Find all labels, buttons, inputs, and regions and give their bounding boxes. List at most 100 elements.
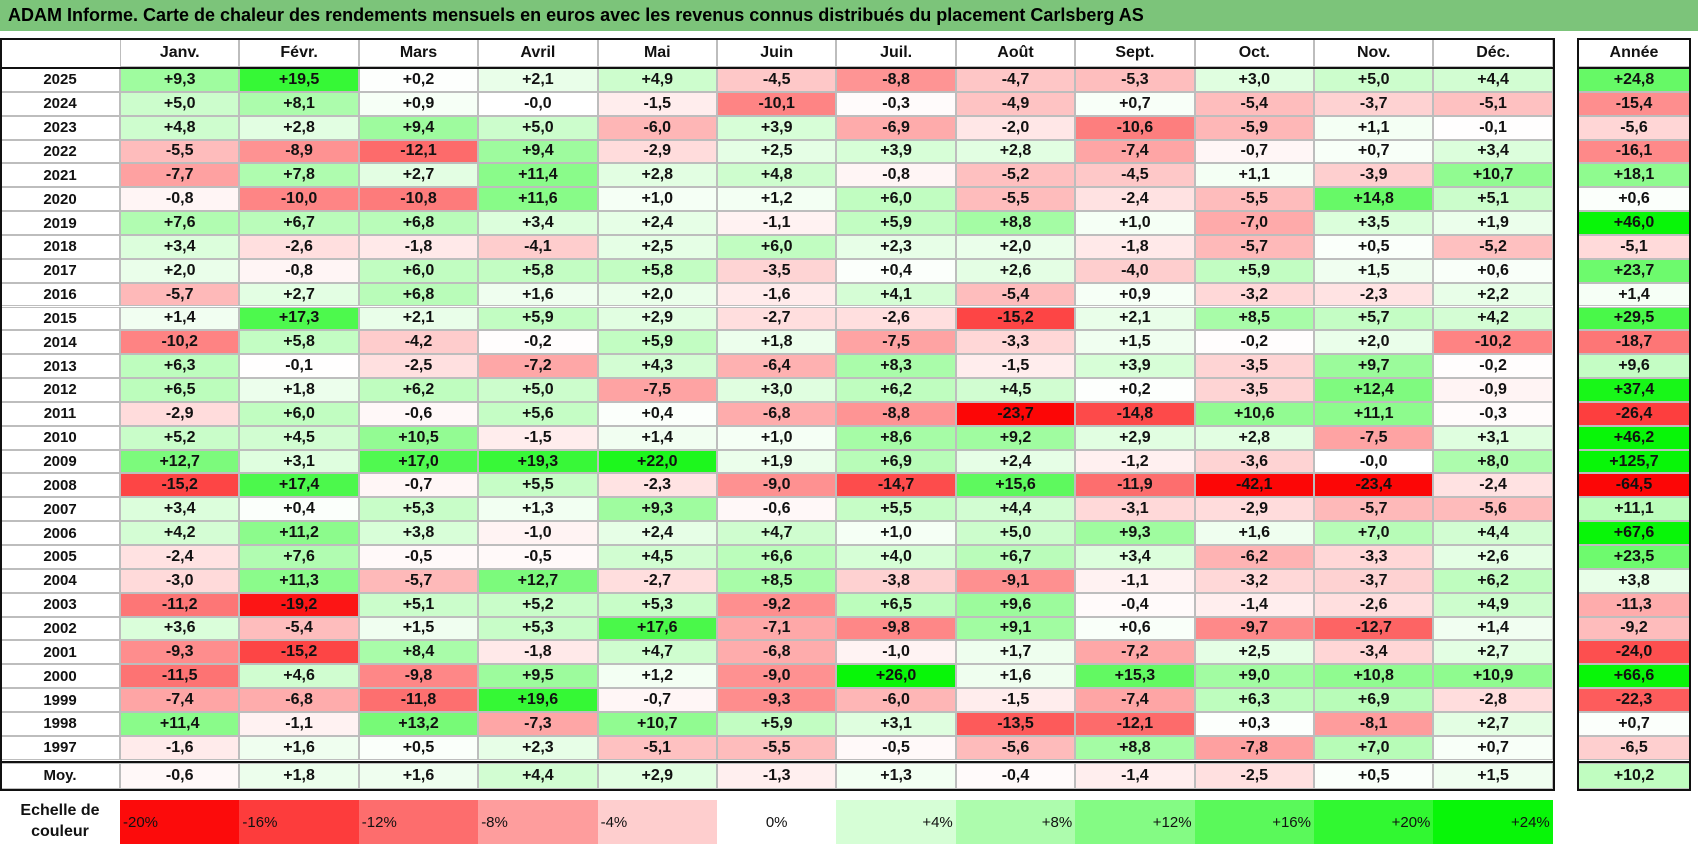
heatmap-cell: -11,5 (120, 664, 240, 689)
row-year-label: 2001 (0, 640, 120, 665)
heatmap-cell: -2,0 (955, 115, 1076, 140)
heatmap-cell: -0,7 (358, 473, 479, 498)
annual-cell: -26,4 (1578, 401, 1690, 426)
heatmap-cell: -1,5 (955, 354, 1076, 379)
heatmap-cell: -8,8 (836, 401, 956, 426)
heatmap-cell: +3,4 (478, 211, 598, 235)
heatmap-cell: -1,1 (1075, 568, 1195, 593)
heatmap-cell: +1,2 (597, 664, 717, 689)
heatmap-cell: +4,5 (597, 545, 717, 569)
heatmap-cell: -0,3 (836, 91, 956, 116)
row-year-label: 2022 (0, 139, 120, 164)
heatmap-cell: +3,1 (239, 449, 359, 474)
heatmap-cell: -2,8 (1433, 688, 1553, 712)
heatmap-cell: +3,8 (358, 521, 479, 545)
color-scale-swatch: +12% (1075, 800, 1195, 844)
column-header: Févr. (239, 38, 359, 67)
heatmap-cell: +4,5 (955, 378, 1076, 402)
annual-cell: +29,5 (1578, 306, 1690, 331)
heatmap-cell: +0,4 (836, 258, 956, 283)
heatmap-cell: -7,5 (597, 378, 717, 402)
heatmap-cell: +3,4 (1075, 545, 1195, 569)
heatmap-cell: +2,7 (1433, 640, 1553, 665)
heatmap-cell: -3,5 (1194, 354, 1314, 379)
heatmap-cell: -5,5 (1194, 187, 1314, 212)
heatmap-cell: +9,3 (1075, 521, 1195, 545)
heatmap-cell: -7,5 (1314, 425, 1434, 450)
heatmap-cell: -6,0 (597, 115, 717, 140)
annual-cell: -15,4 (1578, 91, 1690, 116)
average-cell: +1,6 (358, 762, 479, 789)
heatmap-cell: -2,7 (717, 306, 837, 331)
color-scale-label: Echelle de couleur (20, 802, 100, 840)
annual-cell: +1,4 (1578, 282, 1690, 307)
heatmap-cell: -1,0 (478, 521, 598, 545)
heatmap-cell: -5,7 (358, 568, 479, 593)
heatmap-cell: -6,8 (239, 688, 359, 712)
heatmap-cell: +9,5 (478, 664, 598, 689)
heatmap-cell: +0,4 (597, 401, 717, 426)
heatmap-cell: +0,7 (1433, 735, 1553, 760)
column-header: Août (955, 38, 1076, 67)
heatmap-cell: -4,2 (358, 330, 479, 355)
heatmap-cell: -1,6 (120, 735, 240, 760)
heatmap-cell: -9,2 (717, 592, 837, 617)
row-year-label: 2006 (0, 521, 120, 545)
heatmap-cell: +3,6 (120, 616, 240, 641)
heatmap-cell: -1,2 (1075, 449, 1195, 474)
heatmap-cell: -0,3 (1433, 401, 1553, 426)
heatmap-cell: -0,9 (1433, 378, 1553, 402)
column-header: Juil. (836, 38, 956, 67)
color-scale-swatch: -8% (478, 800, 598, 844)
heatmap-cell: +3,1 (1433, 425, 1553, 450)
heatmap-cell: -1,1 (717, 211, 837, 235)
color-scale-swatch: +20% (1314, 800, 1434, 844)
row-year-label: 2009 (0, 449, 120, 474)
heatmap-cell: -7,2 (1075, 640, 1195, 665)
heatmap-cell: +9,7 (1314, 354, 1434, 379)
average-cell: -2,5 (1194, 762, 1314, 789)
heatmap-cell: +1,9 (717, 449, 837, 474)
average-separator (1577, 760, 1691, 763)
heatmap-cell: +5,2 (478, 592, 598, 617)
heatmap-cell: -0,1 (1433, 115, 1553, 140)
annual-cell: -6,5 (1578, 735, 1690, 760)
heatmap-cell: +6,8 (358, 211, 479, 235)
heatmap-cell: +2,2 (1433, 282, 1553, 307)
header-separator (1577, 67, 1691, 69)
heatmap-cell: +7,6 (239, 545, 359, 569)
annual-cell: +125,7 (1578, 449, 1690, 474)
heatmap-cell: -1,5 (955, 688, 1076, 712)
heatmap-cell: +6,2 (1433, 568, 1553, 593)
heatmap-cell: -14,7 (836, 473, 956, 498)
heatmap-cell: -0,7 (597, 688, 717, 712)
heatmap-cell: -7,2 (478, 354, 598, 379)
heatmap-cell: +1,3 (478, 497, 598, 522)
heatmap-cell: +5,3 (597, 592, 717, 617)
heatmap-cell: +5,0 (478, 378, 598, 402)
heatmap-cell: -8,9 (239, 139, 359, 164)
row-year-label: 2012 (0, 378, 120, 402)
heatmap-cell: -3,7 (1314, 568, 1434, 593)
heatmap-cell: +9,4 (358, 115, 479, 140)
heatmap-cell: +1,2 (717, 187, 837, 212)
heatmap-cell: +17,4 (239, 473, 359, 498)
heatmap-cell: +2,3 (478, 735, 598, 760)
heatmap-cell: -5,4 (955, 282, 1076, 307)
annual-cell: -16,1 (1578, 139, 1690, 164)
heatmap-cell: +2,8 (1194, 425, 1314, 450)
annual-cell: -64,5 (1578, 473, 1690, 498)
heatmap-cell: -1,0 (836, 640, 956, 665)
heatmap-cell: -7,4 (1075, 139, 1195, 164)
heatmap-cell: +5,0 (1314, 68, 1434, 92)
heatmap-cell: -5,1 (1433, 91, 1553, 116)
color-scale-swatch: +24% (1433, 800, 1553, 844)
heatmap-cell: +9,3 (597, 497, 717, 522)
heatmap-cell: +1,1 (1194, 163, 1314, 188)
heatmap-cell: +4,0 (836, 545, 956, 569)
heatmap-cell: +26,0 (836, 664, 956, 689)
heatmap-cell: -15,2 (955, 306, 1076, 331)
heatmap-cell: +5,9 (836, 211, 956, 235)
heatmap-cell: -2,3 (1314, 282, 1434, 307)
heatmap-cell: +3,9 (717, 115, 837, 140)
